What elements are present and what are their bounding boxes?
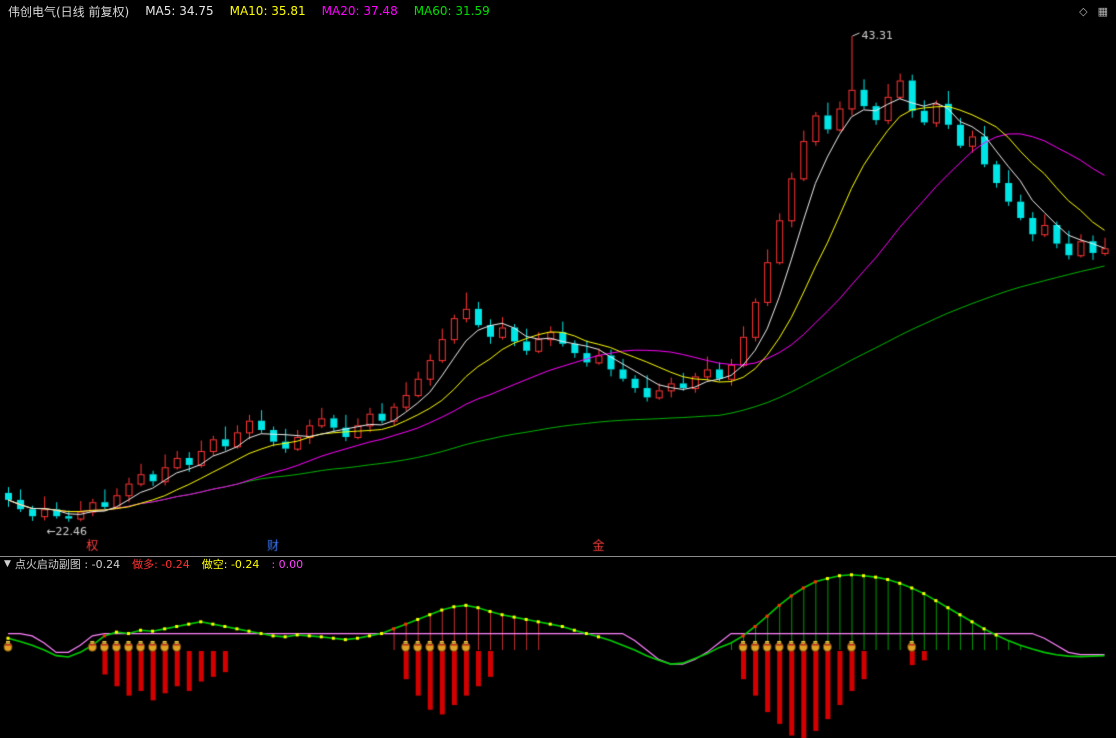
indicator-chart[interactable]: [0, 571, 1116, 738]
diamond-icon[interactable]: ◇: [1079, 4, 1088, 18]
collapse-triangle-icon[interactable]: ▼: [4, 559, 11, 569]
ma-label: MA20: 37.48: [321, 4, 398, 18]
indicator-value: 做空: -0.24: [201, 558, 260, 571]
ma-label: MA10: 35.81: [229, 4, 306, 18]
window-controls: ◇ ▦: [1079, 0, 1108, 22]
ma-label: MA5: 34.75: [145, 4, 214, 18]
candlestick-chart[interactable]: [0, 22, 1116, 556]
chart-header: 伟创电气(日线 前复权) MA5: 34.75 MA10: 35.81 MA20: …: [0, 0, 1116, 22]
layout-grid-icon[interactable]: ▦: [1097, 4, 1108, 18]
ma-label: MA60: 31.59: [413, 4, 490, 18]
ma-labels: MA5: 34.75 MA10: 35.81 MA20: 37.48 MA60: 31…: [145, 4, 490, 18]
indicator-value: 点火启动副图 : -0.24: [14, 558, 121, 571]
indicator-value: : 0.00: [271, 558, 304, 571]
indicator-header: ▼ 点火启动副图 : -0.24 做多: -0.24 做空: -0.24 : 0.00: [0, 556, 1116, 572]
indicator-value: 做多: -0.24: [132, 558, 190, 571]
indicator-values: 点火启动副图 : -0.24 做多: -0.24 做空: -0.24 : 0.00: [15, 557, 315, 572]
stock-title: 伟创电气(日线 前复权): [8, 4, 130, 19]
